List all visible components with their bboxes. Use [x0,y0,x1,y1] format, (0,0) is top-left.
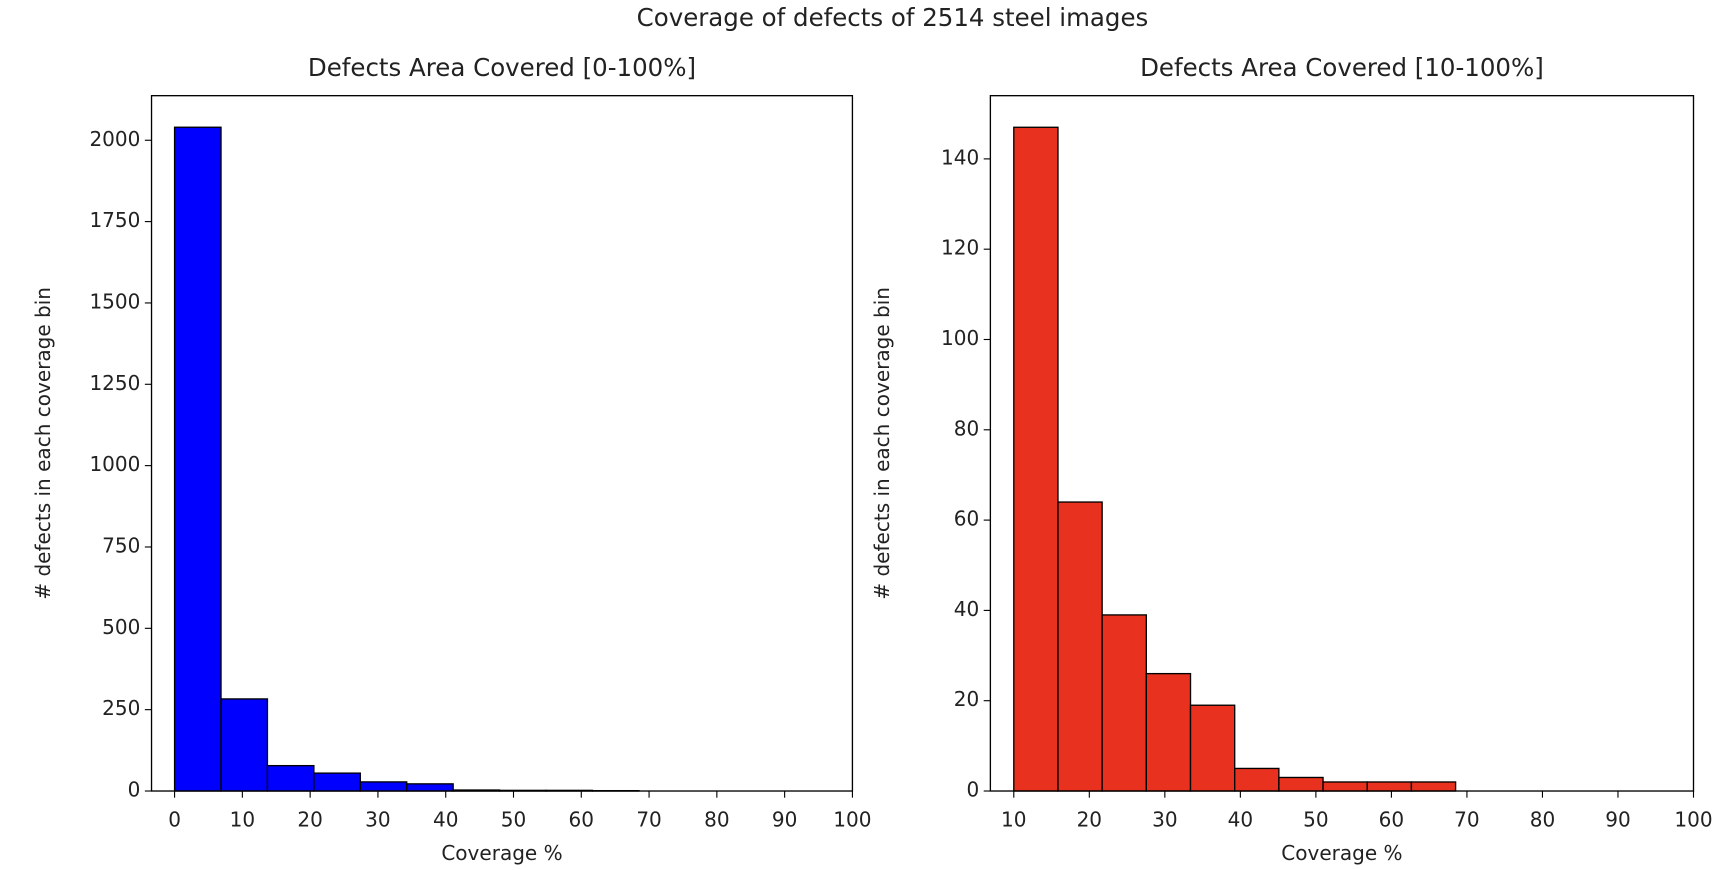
y-tick-label: 120 [941,236,979,260]
y-tick-label: 40 [954,597,979,621]
axes-title: Defects Area Covered [0-100%] [308,53,696,82]
x-tick-label: 100 [1674,808,1712,832]
y-tick-label: 1250 [89,371,140,395]
bar [220,698,269,792]
x-axis-label: Coverage % [1281,841,1402,865]
bar [173,126,222,792]
bar [359,781,408,792]
axes-title: Defects Area Covered [10-100%] [1140,53,1544,82]
bar [1101,614,1148,792]
x-tick-label: 60 [569,808,594,832]
y-tick-label: 250 [102,696,140,720]
axes-frame [989,95,1695,792]
x-tick-label: 80 [1530,808,1555,832]
y-tick-label: 140 [941,145,979,169]
y-tick-label: 1750 [89,208,140,232]
x-tick-label: 20 [1077,808,1102,832]
x-tick-label: 40 [433,808,458,832]
bar [1410,781,1457,792]
x-tick-label: 70 [636,808,661,832]
bar [1278,776,1324,792]
x-tick-label: 0 [168,808,181,832]
x-tick-label: 90 [1605,808,1630,832]
axes-frame [150,95,854,792]
x-tick-label: 80 [704,808,729,832]
y-tick-label: 500 [102,615,140,639]
x-tick-label: 30 [365,808,390,832]
y-tick-label: 1500 [89,289,140,313]
y-tick-label: 100 [941,326,979,350]
y-tick-label: 1000 [89,452,140,476]
bar [1057,501,1103,792]
x-axis-label: Coverage % [441,841,562,865]
figure-title: Coverage of defects of 2514 steel images [637,3,1149,32]
x-tick-label: 10 [1001,808,1026,832]
x-tick-label: 100 [833,808,871,832]
x-tick-label: 70 [1454,808,1479,832]
y-axis-label: # defects in each coverage bin [870,287,894,600]
x-tick-label: 50 [1303,808,1328,832]
bar [266,764,315,792]
y-tick-label: 0 [128,778,141,802]
bar [313,772,361,792]
x-tick-label: 20 [297,808,322,832]
x-tick-label: 60 [1379,808,1404,832]
y-tick-label: 60 [954,507,979,531]
x-tick-label: 40 [1228,808,1253,832]
x-tick-label: 30 [1152,808,1177,832]
bar [1013,126,1059,792]
y-tick-label: 750 [102,533,140,557]
bar [1234,767,1280,792]
y-axis-label: # defects in each coverage bin [31,287,55,600]
bar [1145,672,1192,792]
bar [1366,781,1413,792]
y-tick-label: 2000 [89,127,140,151]
bar [1189,704,1236,792]
y-tick-label: 80 [954,416,979,440]
bar [406,783,454,792]
x-tick-label: 90 [772,808,797,832]
x-tick-label: 10 [230,808,255,832]
y-tick-label: 0 [967,778,980,802]
bar [1322,781,1368,792]
y-tick-label: 20 [954,687,979,711]
x-tick-label: 50 [501,808,526,832]
